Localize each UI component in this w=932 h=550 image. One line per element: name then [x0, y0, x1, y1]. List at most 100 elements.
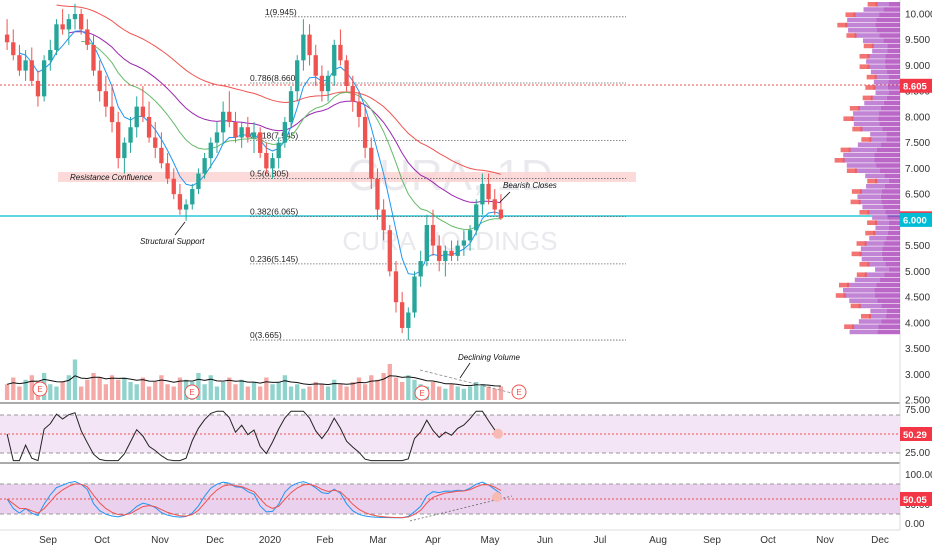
candle-body[interactable] — [498, 209, 504, 219]
candle-body[interactable] — [4, 34, 10, 43]
candle-body[interactable] — [153, 137, 158, 148]
candle-body[interactable] — [455, 245, 460, 256]
earnings-marker[interactable] — [184, 384, 200, 400]
candle-body[interactable] — [11, 42, 16, 56]
candle-body[interactable] — [443, 250, 448, 262]
candle-body[interactable] — [332, 44, 337, 76]
candle-body[interactable] — [282, 122, 288, 143]
candle-body[interactable] — [350, 86, 355, 102]
candle-body[interactable] — [29, 60, 34, 81]
candle-body[interactable] — [295, 60, 300, 92]
candle-body[interactable] — [227, 111, 232, 123]
volume-bar — [474, 382, 479, 400]
candle-body[interactable] — [202, 158, 207, 174]
candle-body[interactable] — [492, 199, 497, 210]
candle-body[interactable] — [369, 147, 374, 179]
candle-body[interactable] — [41, 60, 47, 97]
candle-body[interactable] — [54, 24, 59, 51]
candle-body[interactable] — [418, 261, 423, 277]
candle-body[interactable] — [313, 55, 318, 76]
candle-body[interactable] — [128, 127, 133, 143]
candle-body[interactable] — [35, 80, 41, 97]
candle-body[interactable] — [109, 106, 115, 123]
candle-body[interactable] — [356, 101, 362, 117]
volume-bar — [319, 384, 325, 400]
candle-body[interactable] — [48, 50, 53, 61]
candle-body[interactable] — [190, 188, 195, 205]
candle-body[interactable] — [72, 14, 78, 20]
candle-body[interactable] — [412, 276, 417, 313]
candle-body[interactable] — [406, 312, 411, 328]
candle-body[interactable] — [177, 194, 183, 210]
candle-body[interactable] — [251, 132, 257, 138]
candle-body[interactable] — [245, 127, 250, 138]
candle-body[interactable] — [103, 91, 109, 107]
candle-body[interactable] — [307, 34, 312, 56]
candle-body[interactable] — [85, 29, 90, 45]
candle-body[interactable] — [437, 245, 442, 262]
volume-bar — [146, 386, 152, 400]
candle-body[interactable] — [159, 147, 164, 164]
candle-body[interactable] — [66, 19, 71, 30]
candle-body[interactable] — [399, 302, 405, 328]
candle-body[interactable] — [165, 163, 170, 179]
candle-body[interactable] — [301, 34, 306, 61]
volume-profile-bar — [875, 178, 889, 184]
candle-body[interactable] — [116, 122, 121, 159]
volume-profile-bar — [867, 220, 878, 225]
candle-body[interactable] — [60, 24, 65, 30]
rsi-pane[interactable] — [0, 410, 900, 462]
candle-body[interactable] — [480, 183, 485, 205]
candle-body[interactable] — [134, 106, 139, 128]
candle-body[interactable] — [171, 178, 176, 195]
time-axis[interactable]: Sep Oct Nov Dec 2020 Feb Mar Apr May Jun Jul Aug Sep… — [39, 535, 889, 546]
candle-body[interactable] — [449, 250, 454, 256]
candle-body[interactable] — [325, 75, 331, 92]
candle-body[interactable] — [208, 142, 213, 159]
candle-body[interactable] — [344, 60, 349, 87]
candle-body[interactable] — [461, 240, 467, 246]
candle-body[interactable] — [258, 132, 263, 153]
earnings-marker[interactable] — [32, 381, 48, 397]
candle-body[interactable] — [270, 158, 275, 169]
candle-body[interactable] — [424, 225, 429, 262]
candle-body[interactable] — [239, 127, 244, 138]
candle-body[interactable] — [220, 111, 226, 133]
candle-body[interactable] — [430, 225, 436, 246]
time-tick: Nov — [151, 535, 169, 546]
candle-body[interactable] — [146, 116, 152, 138]
candle-body[interactable] — [393, 271, 399, 303]
candle-body[interactable] — [196, 173, 201, 189]
candle-body[interactable] — [288, 91, 294, 123]
stoch-pane[interactable] — [0, 480, 900, 522]
candle-body[interactable] — [319, 75, 325, 92]
candle-body[interactable] — [23, 60, 28, 71]
candle-body[interactable] — [474, 204, 479, 231]
candle-body[interactable] — [233, 122, 238, 138]
candle-body[interactable] — [264, 152, 269, 169]
candle-body[interactable] — [214, 132, 220, 143]
candle-body[interactable] — [276, 142, 281, 159]
candle-body[interactable] — [362, 116, 368, 148]
candle-body[interactable] — [338, 44, 343, 61]
candle-body[interactable] — [183, 204, 189, 210]
candle-body[interactable] — [140, 106, 146, 117]
candle-body[interactable] — [17, 55, 22, 71]
candle-body[interactable] — [97, 70, 102, 92]
candles[interactable] — [4, 3, 504, 341]
candle-body[interactable] — [387, 230, 392, 272]
earnings-marker[interactable] — [414, 385, 430, 401]
volume-profile-bar — [867, 2, 878, 7]
candle-body[interactable] — [122, 142, 127, 159]
candle-body[interactable] — [375, 178, 380, 210]
candle-body[interactable] — [79, 14, 84, 30]
candle-body[interactable] — [467, 230, 473, 241]
volume-profile-bar — [843, 116, 854, 121]
candle-body[interactable] — [381, 209, 386, 231]
candle-body[interactable] — [91, 44, 96, 71]
earnings-marker[interactable] — [511, 384, 527, 400]
candle-body[interactable] — [486, 183, 491, 200]
price-tick: 2.500 — [905, 396, 930, 407]
